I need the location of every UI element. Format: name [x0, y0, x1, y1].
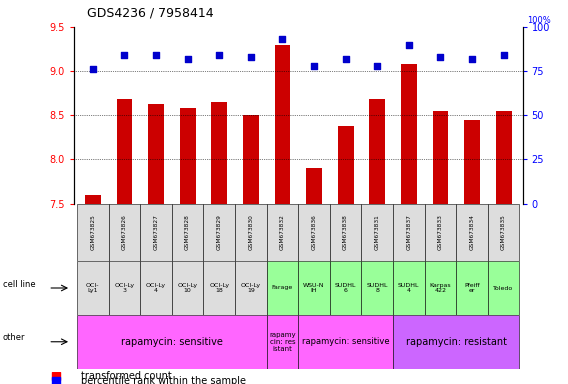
Point — [404, 41, 414, 48]
Text: rapamycin: sensitive: rapamycin: sensitive — [121, 337, 223, 347]
Bar — [306, 168, 322, 204]
Text: Karpas
422: Karpas 422 — [429, 283, 451, 293]
Bar — [77, 204, 108, 261]
Bar — [179, 108, 195, 204]
Text: GSM673827: GSM673827 — [153, 214, 158, 250]
Bar — [425, 204, 456, 261]
Text: GSM673835: GSM673835 — [501, 214, 506, 250]
Bar — [361, 261, 393, 315]
Bar — [393, 315, 519, 369]
Bar — [140, 261, 172, 315]
Bar — [108, 261, 140, 315]
Bar — [148, 104, 164, 204]
Text: GSM673829: GSM673829 — [217, 214, 222, 250]
Text: GSM673826: GSM673826 — [122, 214, 127, 250]
Text: GSM673837: GSM673837 — [406, 214, 411, 250]
Text: Farage: Farage — [272, 285, 293, 291]
Text: Pfeiff
er: Pfeiff er — [464, 283, 480, 293]
Bar — [488, 204, 519, 261]
Bar — [298, 204, 330, 261]
Bar — [393, 261, 425, 315]
Bar — [203, 204, 235, 261]
Bar — [172, 204, 203, 261]
Bar — [456, 204, 488, 261]
Bar — [488, 261, 519, 315]
Point — [120, 52, 129, 58]
Text: transformed count: transformed count — [81, 371, 172, 381]
Bar — [266, 261, 298, 315]
Bar — [369, 99, 385, 204]
Text: SUDHL
8: SUDHL 8 — [366, 283, 388, 293]
Bar — [203, 261, 235, 315]
Point — [310, 63, 319, 69]
Text: GSM673836: GSM673836 — [311, 214, 316, 250]
Bar — [496, 111, 512, 204]
Bar — [266, 204, 298, 261]
Text: GSM673830: GSM673830 — [248, 214, 253, 250]
Text: WSU-N
IH: WSU-N IH — [303, 283, 325, 293]
Bar — [338, 126, 353, 204]
Text: GSM673833: GSM673833 — [438, 214, 443, 250]
Bar — [243, 115, 258, 204]
Point — [88, 66, 97, 72]
Text: other: other — [3, 333, 26, 343]
Bar — [432, 111, 448, 204]
Bar — [85, 195, 101, 204]
Point — [436, 54, 445, 60]
Bar — [330, 261, 361, 315]
Point — [215, 52, 224, 58]
Text: OCI-
Ly1: OCI- Ly1 — [86, 283, 99, 293]
Point — [467, 56, 477, 62]
Bar — [425, 261, 456, 315]
Text: OCI-Ly
10: OCI-Ly 10 — [178, 283, 198, 293]
Text: OCI-Ly
4: OCI-Ly 4 — [146, 283, 166, 293]
Point — [373, 63, 382, 69]
Text: GSM673825: GSM673825 — [90, 214, 95, 250]
Text: GDS4236 / 7958414: GDS4236 / 7958414 — [87, 7, 214, 20]
Bar — [211, 102, 227, 204]
Text: percentile rank within the sample: percentile rank within the sample — [81, 376, 246, 384]
Bar — [393, 204, 425, 261]
Bar — [464, 120, 480, 204]
Text: 100%: 100% — [527, 16, 551, 25]
Text: GSM673834: GSM673834 — [470, 214, 474, 250]
Bar — [456, 261, 488, 315]
Text: rapamycin: resistant: rapamycin: resistant — [406, 337, 507, 347]
Bar — [361, 204, 393, 261]
Bar — [108, 204, 140, 261]
Bar — [274, 45, 290, 204]
Bar — [298, 261, 330, 315]
Bar — [77, 315, 266, 369]
Text: rapamy
cin: res
istant: rapamy cin: res istant — [269, 332, 296, 352]
Text: SUDHL
6: SUDHL 6 — [335, 283, 356, 293]
Text: SUDHL
4: SUDHL 4 — [398, 283, 420, 293]
Text: rapamycin: sensitive: rapamycin: sensitive — [302, 337, 390, 346]
Bar — [298, 315, 393, 369]
Bar — [401, 64, 417, 204]
Text: OCI-Ly
19: OCI-Ly 19 — [241, 283, 261, 293]
Text: Toledo: Toledo — [494, 285, 513, 291]
Text: GSM673831: GSM673831 — [375, 214, 379, 250]
Text: GSM673838: GSM673838 — [343, 214, 348, 250]
Text: OCI-Ly
3: OCI-Ly 3 — [114, 283, 135, 293]
Bar — [116, 99, 132, 204]
Point — [183, 56, 192, 62]
Bar — [330, 204, 361, 261]
Bar — [235, 204, 266, 261]
Bar — [235, 261, 266, 315]
Bar — [172, 261, 203, 315]
Text: cell line: cell line — [3, 280, 35, 289]
Point — [499, 52, 508, 58]
Bar — [77, 261, 108, 315]
Bar — [140, 204, 172, 261]
Text: GSM673828: GSM673828 — [185, 214, 190, 250]
Point — [278, 36, 287, 42]
Point — [341, 56, 350, 62]
Text: OCI-Ly
18: OCI-Ly 18 — [209, 283, 229, 293]
Bar — [266, 315, 298, 369]
Point — [247, 54, 256, 60]
Point — [152, 52, 161, 58]
Text: GSM673832: GSM673832 — [280, 214, 285, 250]
